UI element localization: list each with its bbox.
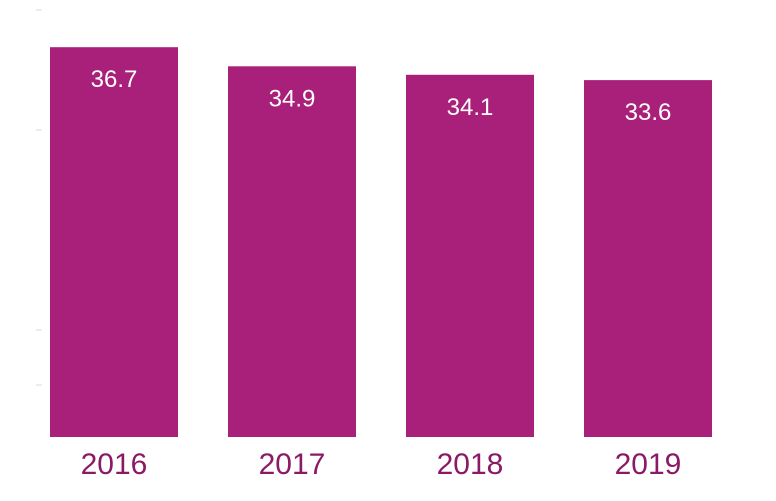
- bar-value-label-2019: 33.6: [625, 99, 672, 126]
- x-axis-tick-labels: 2016 2017 2018 2019: [81, 448, 682, 481]
- bar-value-label-2018: 34.1: [447, 94, 494, 121]
- bars-group: [50, 47, 712, 437]
- bar-value-label-2016: 36.7: [91, 66, 138, 93]
- bar-2019: [584, 80, 712, 437]
- x-tick-label-2018: 2018: [437, 448, 504, 481]
- bar-2018: [406, 74, 534, 437]
- x-tick-label-2016: 2016: [81, 448, 148, 481]
- y-axis-ticks: [36, 9, 42, 386]
- x-tick-label-2017: 2017: [259, 448, 326, 481]
- x-tick-label-2019: 2019: [615, 448, 682, 481]
- bar-value-labels: 36.7 34.9 34.1 33.6: [91, 66, 672, 126]
- bar-2016: [50, 47, 178, 437]
- bar-2017: [228, 66, 356, 437]
- bar-value-label-2017: 34.9: [269, 85, 316, 112]
